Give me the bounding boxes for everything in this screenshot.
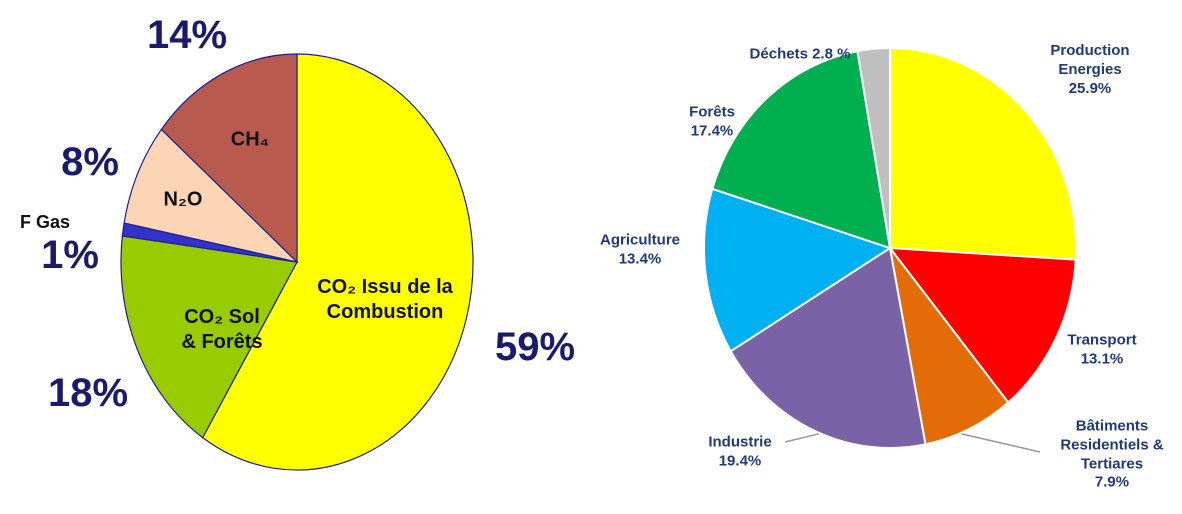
category-name: CH₄ [230,128,270,151]
category-name: Production Energies [1050,41,1130,78]
value-label: 14% [147,10,227,60]
value-text: 13.4% [618,250,662,267]
slice-label: Industrie 19.4% [685,433,795,471]
pie-slice [201,53,474,471]
value-label: 1% [41,230,99,280]
slice-label: Bâtiments Residentiels & Tertiares 7.9% [1042,418,1182,493]
slice-label: Production Energies 25.9% [1020,42,1160,98]
value-text: 8% [61,140,119,184]
value-text: 17.4% [690,122,734,139]
value-label: 8% [61,137,119,187]
slice-label: CH₄ [220,128,280,153]
category-name: Transport [1067,331,1137,349]
pie-slice [160,53,298,264]
pie-slice [123,128,299,264]
slice-label: Agriculture 13.4% [580,231,700,269]
value-text: 1% [41,233,99,277]
slice-label: Déchets 2.8 % [750,46,851,65]
category-name: N₂O [163,188,203,211]
pie-slice [703,187,893,353]
pie-slice [856,46,891,249]
category-name: Industrie [708,433,772,451]
value-text: 7.9% [1094,473,1130,491]
value-text: 14% [146,13,228,57]
category-name: Bâtiments Residentiels & Tertiares [1060,417,1164,473]
value-label: 18% [48,368,128,418]
pie-slice [120,235,298,439]
category-name: Déchets [749,45,808,63]
slice-label: N₂O [153,188,213,213]
pie-slice [889,46,1078,261]
category-name: Agriculture [599,231,680,249]
value-text: 25.9% [1068,79,1112,97]
category-name: CO₂ Issu de la Combustion [317,276,453,323]
slice-label: Forêts 17.4% [662,103,762,141]
slice-label: Transport 13.1% [1047,331,1157,369]
pie-slice [711,49,892,250]
category-name: Forêts [689,103,735,121]
value-text: 18% [47,371,129,415]
pie-slice [889,247,1010,446]
value-text: 19.4% [718,452,762,469]
slice-label: CO₂ Sol & Forêts [177,305,267,355]
value-label: 59% [495,322,575,372]
pie-slice [729,246,927,449]
category-name: CO₂ Sol & Forêts [181,306,263,353]
slice-label: F Gas [5,211,85,234]
pie-slice [887,246,1077,404]
value-text: 59% [494,325,576,369]
category-name: F Gas [19,211,71,232]
value-text: 2.8 % [812,45,851,63]
value-text: 13.1% [1080,350,1124,367]
slice-label: CO₂ Issu de la Combustion [310,275,460,325]
